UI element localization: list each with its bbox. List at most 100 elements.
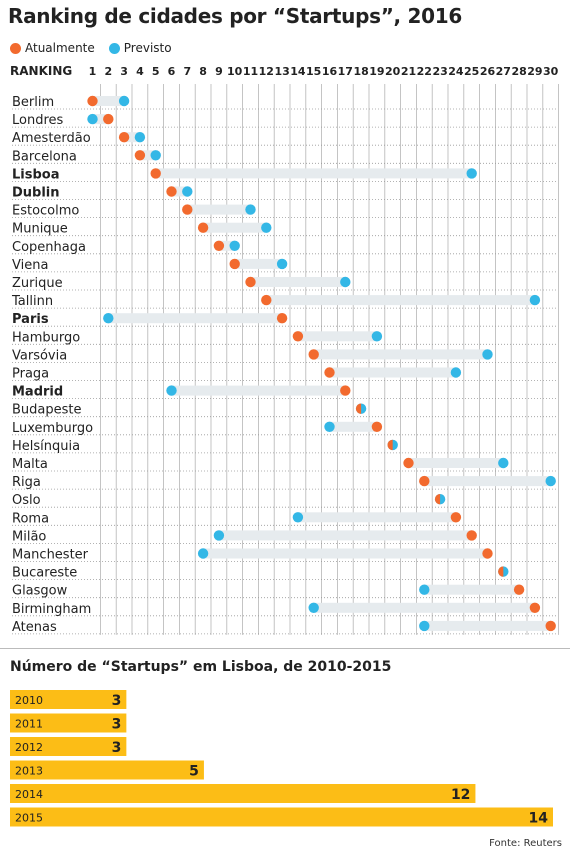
range-track	[203, 548, 488, 559]
bar	[10, 760, 204, 780]
current-dot	[118, 132, 130, 143]
range-track	[218, 530, 472, 541]
legend-current-swatch	[10, 42, 21, 54]
current-dot	[87, 95, 98, 107]
rank-tick-label: 25	[464, 65, 479, 78]
forecast-dot	[182, 186, 193, 197]
city-label: Dublin	[12, 186, 60, 201]
current-dot	[529, 602, 541, 613]
city-label: Birmingham	[12, 602, 91, 617]
legend-current-label: Atualmente	[25, 41, 95, 55]
rank-tick-label: 12	[259, 65, 274, 78]
city-label: Roma	[12, 511, 49, 526]
city-label: Budapeste	[12, 403, 82, 418]
rank-tick-label: 27	[496, 65, 511, 78]
city-label: Londres	[12, 113, 64, 128]
range-track	[266, 295, 535, 306]
rank-tick-label: 30	[543, 65, 559, 78]
forecast-dot	[166, 385, 177, 396]
current-dot	[324, 367, 335, 378]
current-dot	[466, 530, 477, 541]
rank-tick-label: 29	[527, 65, 542, 78]
rank-tick-label: 9	[215, 65, 223, 78]
chart-title: Ranking de cidades por “Startups”, 2016	[8, 4, 462, 28]
city-label: Munique	[12, 222, 68, 237]
current-dot	[340, 385, 351, 396]
bar-category-label: 2014	[15, 788, 43, 801]
current-dot	[276, 313, 288, 324]
rank-tick-label: 14	[290, 65, 306, 78]
current-dot	[371, 421, 383, 432]
forecast-dot	[118, 95, 130, 107]
city-label: Helsínquia	[12, 439, 80, 454]
current-dot	[150, 168, 161, 179]
forecast-dot	[87, 113, 98, 125]
range-track	[92, 114, 109, 125]
legend-item-forecast: Previsto	[108, 41, 172, 55]
forecast-dot	[529, 294, 541, 306]
forecast-dot	[419, 620, 430, 632]
current-dot	[229, 258, 240, 270]
city-label: Atenas	[12, 620, 57, 635]
bar-category-label: 2013	[15, 765, 43, 778]
forecast-dot	[134, 132, 146, 143]
source-note: Fonte: Reuters	[489, 838, 562, 849]
range-track	[218, 240, 235, 251]
rank-tick-label: 19	[369, 65, 384, 78]
range-track	[124, 132, 140, 143]
rank-tick-label: 8	[199, 65, 207, 78]
bar	[10, 690, 127, 709]
range-track	[424, 476, 551, 487]
rank-tick-label: 18	[353, 65, 368, 78]
city-label: Manchester	[12, 548, 89, 563]
range-track	[92, 96, 125, 106]
city-label: Paris	[12, 312, 49, 327]
city-label: Lisboa	[12, 167, 60, 182]
current-dot	[403, 457, 414, 469]
legend: Atualmente Previsto	[10, 41, 186, 55]
current-dot	[498, 566, 504, 577]
forecast-dot	[324, 421, 335, 432]
rank-tick-label: 6	[168, 65, 176, 78]
forecast-dot	[213, 530, 225, 541]
legend-forecast-swatch	[108, 42, 120, 54]
range-track	[297, 512, 456, 523]
rank-tick-label: 23	[432, 65, 447, 78]
rank-tick-label: 28	[511, 65, 526, 78]
rank-tick-label: 7	[183, 65, 191, 78]
city-label: Copenhaga	[12, 240, 86, 255]
bar	[10, 784, 476, 803]
forecast-dot	[292, 512, 304, 523]
rank-tick-label: 24	[448, 65, 464, 78]
city-label: Madrid	[12, 385, 63, 400]
ranking-chart: RANKING 1 2 3 4 5 6 7 8 9 10 11 12 13 14 15 16 17 18 19 20 21…	[10, 64, 559, 635]
bar-chart-title: Número de “Startups” em Lisboa, de 2010-…	[10, 659, 392, 675]
range-track	[424, 620, 551, 631]
city-label: Amesterdão	[12, 131, 91, 146]
rank-tick-label: 5	[152, 65, 160, 78]
range-track	[171, 186, 188, 197]
bar	[10, 713, 127, 733]
current-dot	[103, 113, 114, 125]
current-dot	[482, 548, 493, 559]
rank-tick-label: 4	[136, 65, 144, 78]
rank-tick-label: 26	[480, 65, 496, 78]
current-dot	[355, 403, 362, 414]
range-track	[297, 331, 377, 342]
bar-value-label: 3	[112, 740, 122, 756]
current-dot	[182, 204, 193, 215]
city-label: Glasgow	[12, 584, 68, 599]
bar-value-label: 3	[112, 717, 122, 733]
range-track	[250, 277, 346, 287]
range-track	[187, 204, 251, 215]
forecast-dot	[545, 475, 556, 487]
rank-tick-label: 1	[89, 65, 97, 78]
forecast-dot	[450, 367, 462, 378]
current-dot	[545, 620, 556, 632]
city-label: Berlim	[12, 95, 54, 110]
current-dot	[245, 276, 256, 288]
bar-category-label: 2012	[15, 741, 43, 754]
rank-tick-label: 17	[338, 65, 353, 78]
range-track	[408, 458, 504, 468]
forecast-dot	[197, 548, 209, 559]
